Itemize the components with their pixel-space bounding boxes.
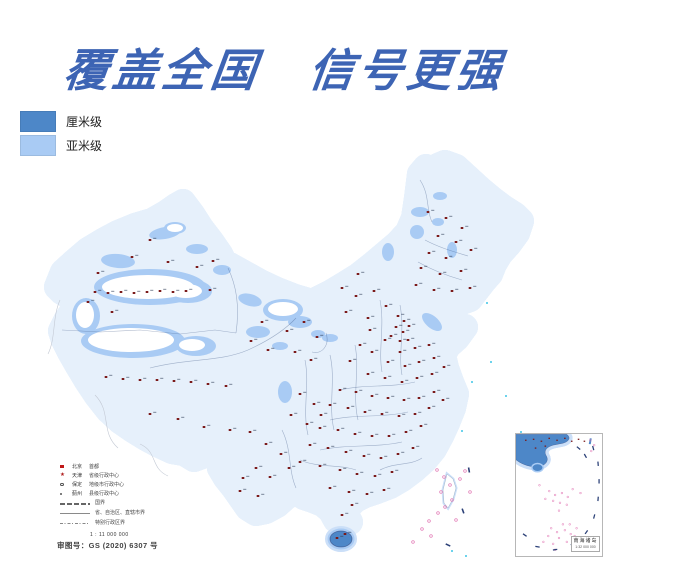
- prefecture-city-name: 保定: [72, 482, 83, 488]
- county-desc: 县级行政中心: [89, 491, 120, 497]
- cm-color-swatch: [20, 110, 56, 132]
- coverage-legend: 厘米级 亚米级: [20, 110, 102, 158]
- nine-dash-segments: [445, 467, 471, 547]
- key-row-capital: 北京 首都: [60, 462, 190, 471]
- island-pink-markers: [411, 468, 472, 544]
- province-capital-symbol: ★: [60, 472, 65, 478]
- key-row-county: 蓟州 县级行政中心: [60, 489, 190, 498]
- prefecture-symbol: [60, 482, 72, 487]
- key-row-province-boundary: 省、自治区、直辖市界: [60, 509, 190, 518]
- province-capital-desc: 省级行政中心: [89, 473, 120, 479]
- county-symbol: [60, 492, 72, 495]
- legend-item-cm: 厘米级: [20, 110, 102, 132]
- map-approval-number: 审图号：GS (2020) 6307 号: [57, 541, 158, 550]
- county-city-name: 蓟州: [72, 491, 83, 497]
- hainan-island: [325, 526, 357, 552]
- prefecture-desc: 地级市行政中心: [89, 482, 125, 488]
- taiwan-island: [441, 471, 458, 511]
- sar-boundary-line: [60, 523, 90, 524]
- key-row-sar-boundary: 特别行政区界: [60, 519, 190, 528]
- capital-symbol: [60, 464, 72, 469]
- submeter-label: 亚米级: [66, 138, 103, 153]
- capital-desc: 首都: [89, 464, 100, 470]
- key-row-province-capital: ★ 天津 省级行政中心: [60, 471, 190, 480]
- sar-boundary-label: 特别行政区界: [95, 519, 126, 526]
- foreign-boundaries: [47, 299, 169, 477]
- national-boundary-label: 国界: [95, 499, 106, 506]
- submeter-color-swatch: [20, 134, 56, 156]
- province-boundary-line: [60, 513, 90, 514]
- map-scale: 1 : 11 000 000: [90, 532, 129, 538]
- inset-scale: 1:32 000 000: [575, 544, 596, 549]
- inset-title-box: 南海诸岛 1:32 000 000: [571, 536, 600, 552]
- cm-label: 厘米级: [66, 114, 103, 129]
- province-boundary-label: 省、自治区、直辖市界: [95, 509, 146, 516]
- inset-city-markers: [524, 437, 586, 449]
- key-row-prefecture: 保定 地级市行政中心: [60, 480, 190, 489]
- map-key: 北京 首都 ★ 天津 省级行政中心 保定 地级市行政中心 蓟州 县级行政中心 国…: [60, 462, 190, 538]
- uncovered-patches: [76, 224, 298, 352]
- capital-city-name: 北京: [72, 464, 83, 470]
- inset-title: 南海诸岛: [573, 538, 598, 544]
- key-row-national-boundary: 国界: [60, 499, 190, 508]
- sea-specks: [451, 302, 522, 557]
- city-markers: [86, 209, 478, 539]
- province-capital-city-name: 天津: [72, 473, 83, 479]
- legend-item-submeter: 亚米级: [20, 134, 102, 156]
- national-boundary-line: [60, 502, 90, 505]
